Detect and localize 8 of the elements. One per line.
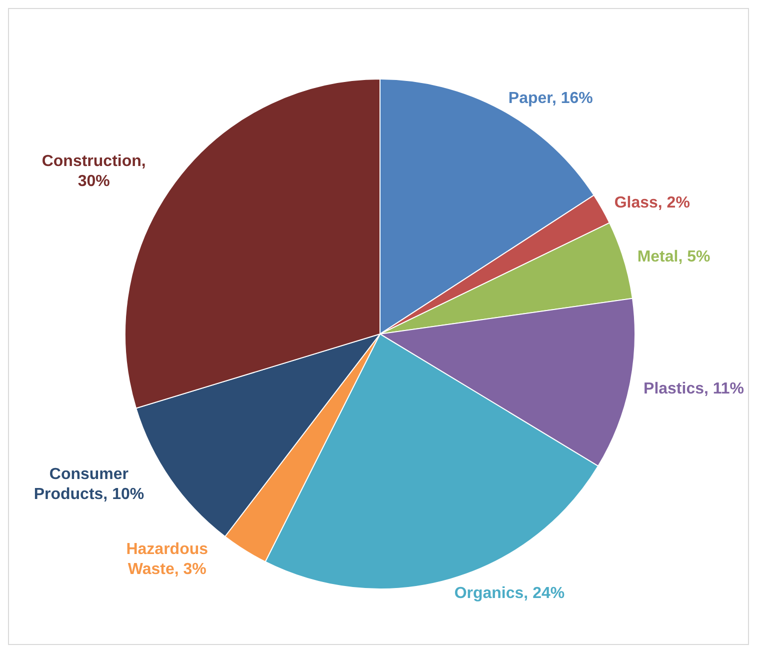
slice-label: Consumer Products, 10% [32, 465, 146, 506]
slice-label: Plastics, 11% [644, 380, 744, 398]
slice-label: Organics, 24% [454, 585, 565, 602]
slice-label: Hazardous Waste, 3% [125, 540, 210, 580]
slice-label: Metal, 5% [637, 248, 710, 266]
slice-label: Construction, 30% [40, 152, 147, 192]
slice-label: Paper, 16% [508, 90, 593, 108]
slice-label: Glass, 2% [614, 194, 690, 212]
